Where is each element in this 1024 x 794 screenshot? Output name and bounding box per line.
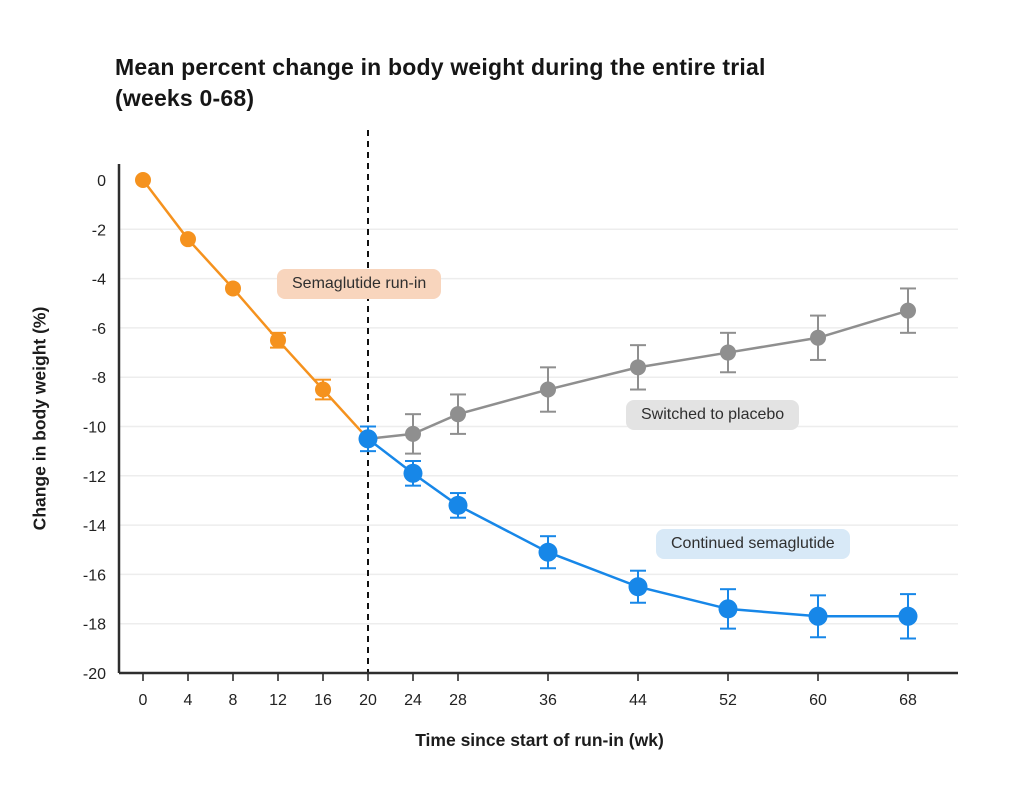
data-point-switched-to-placebo-wk60 <box>810 329 826 346</box>
x-tick-label: 0 <box>139 692 148 709</box>
y-tick-label: -10 <box>83 420 106 437</box>
series-switched-to-placebo <box>367 287 916 455</box>
x-tick-labels: 0 4 8 12 16 20 24 28 36 44 52 60 68 <box>139 673 917 709</box>
data-point-semaglutide-run-in-wk8 <box>225 280 241 297</box>
data-point-semaglutide-run-in-wk12 <box>270 332 286 349</box>
data-point-continued-semaglutide-wk68 <box>898 606 918 626</box>
annotation-switched-to-placebo: Switched to placebo <box>626 400 800 430</box>
data-point-switched-to-placebo-wk28 <box>450 406 466 423</box>
data-point-continued-semaglutide-wk24 <box>403 463 423 483</box>
x-tick-label: 44 <box>629 692 647 709</box>
y-tick-label: 0 <box>97 173 106 190</box>
data-point-semaglutide-run-in-wk16 <box>315 381 331 398</box>
data-point-semaglutide-run-in-wk0 <box>135 172 151 188</box>
chart-title-line1: Mean percent change in body weight durin… <box>115 54 766 80</box>
data-point-switched-to-placebo-wk36 <box>540 381 556 398</box>
data-point-continued-semaglutide-wk28 <box>448 495 468 515</box>
y-tick-label: -6 <box>92 321 106 338</box>
x-tick-label: 4 <box>184 692 193 709</box>
y-tick-label: -18 <box>83 617 106 634</box>
series-line-semaglutide-run-in <box>142 179 369 440</box>
data-point-switched-to-placebo-wk52 <box>720 344 736 361</box>
chart-title-line2: (weeks 0-68) <box>115 85 255 111</box>
y-tick-label: -14 <box>83 518 106 535</box>
x-tick-label: 12 <box>269 692 287 709</box>
y-tick-label: -2 <box>92 222 106 239</box>
data-point-continued-semaglutide-wk52 <box>718 599 738 619</box>
y-tick-labels: 0 -2 -4 -6 -8 -10 -12 -14 -16 -18 -20 <box>83 173 106 683</box>
series-semaglutide-run-in <box>135 172 376 447</box>
data-point-continued-semaglutide-wk60 <box>808 606 828 626</box>
x-tick-label: 68 <box>899 692 917 709</box>
x-axis-title: Time since start of run-in (wk) <box>415 730 664 750</box>
x-tick-label: 24 <box>404 692 422 709</box>
data-point-continued-semaglutide-wk36 <box>538 542 558 562</box>
annotation-continued-semaglutide: Continued semaglutide <box>656 529 850 559</box>
y-tick-label: -12 <box>83 469 106 486</box>
y-tick-label: -16 <box>83 567 106 584</box>
series-continued-semaglutide <box>358 425 918 640</box>
x-tick-label: 52 <box>719 692 737 709</box>
y-tick-label: -20 <box>83 666 106 683</box>
data-point-switched-to-placebo-wk24 <box>405 425 421 442</box>
x-tick-label: 28 <box>449 692 467 709</box>
y-tick-label: -8 <box>92 370 106 387</box>
gridlines <box>119 228 958 625</box>
y-tick-label: -4 <box>92 272 106 289</box>
data-point-switched-to-placebo-wk68 <box>900 302 916 319</box>
axes <box>117 164 958 675</box>
chart-title: Mean percent change in body weight durin… <box>115 52 975 114</box>
series-line-switched-to-placebo <box>367 309 909 441</box>
data-point-continued-semaglutide-wk20 <box>358 429 378 449</box>
data-point-switched-to-placebo-wk44 <box>630 359 646 376</box>
x-tick-label: 20 <box>359 692 377 709</box>
data-point-semaglutide-run-in-wk4 <box>180 231 196 248</box>
x-tick-label: 36 <box>539 692 557 709</box>
x-tick-label: 16 <box>314 692 332 709</box>
data-point-continued-semaglutide-wk44 <box>628 577 648 597</box>
x-tick-label: 60 <box>809 692 827 709</box>
x-tick-label: 8 <box>229 692 238 709</box>
annotation-semaglutide-run-in: Semaglutide run-in <box>277 269 442 299</box>
